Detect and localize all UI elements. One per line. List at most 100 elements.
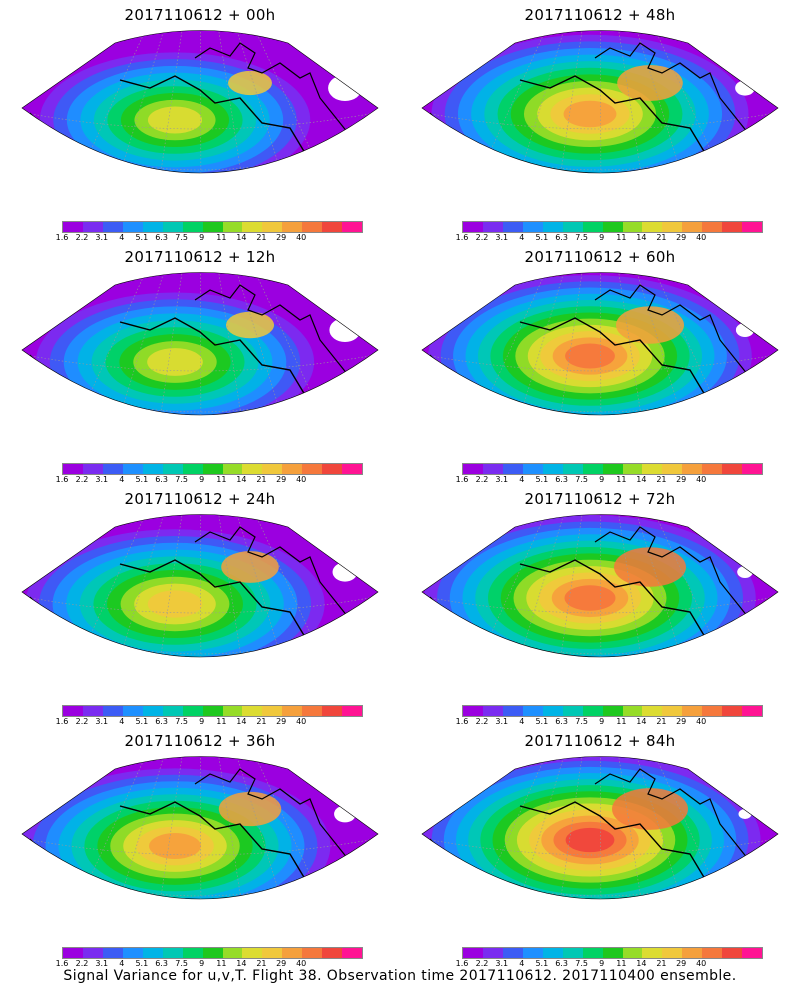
forecast-map-00h [21,30,379,174]
colorbar [462,705,763,717]
colorbar-swatch [582,222,603,232]
colorbar-tick-label: 7.5 [175,959,188,968]
colorbar-swatch [562,464,583,474]
colorbar-swatch [463,464,483,474]
colorbar-labels: 1.6 2.2 3.1 4 5.1 6.3 7.5 9 11 14 21 29 40 [56,717,366,727]
colorbar-tick-label: 11 [216,959,227,968]
colorbar-tick-label: 14 [236,233,247,242]
colorbar-swatch [162,706,183,716]
colorbar-swatch [102,464,123,474]
forecast-map-24h [21,514,379,658]
colorbar-swatch [222,464,243,474]
forecast-map-36h [21,756,379,900]
colorbar-tick-label: 21 [656,717,667,726]
colorbar-swatch [522,948,543,958]
forecast-map-48h [421,30,779,174]
colorbar-tick-label: 5.1 [535,233,549,242]
panel-12h: 2017110612 + 12h 1.6 2.2 3.1 4 5.1 6.3 7.5 9 11 14… [0,242,400,484]
colorbar-swatch [262,948,283,958]
colorbar-tick-label: 6.3 [155,717,168,726]
colorbar-swatch [602,706,623,716]
colorbar-swatch [722,464,743,474]
colorbar-swatch [182,706,203,716]
figure-caption: Signal Variance for u,v,T. Flight 38. Ob… [63,968,737,984]
colorbar-swatch [482,948,503,958]
panel-title: 2017110612 + 72h [524,490,676,508]
colorbar-swatch [502,222,523,232]
colorbar-tick-label: 7.5 [175,717,188,726]
colorbar-tick-label: 2.2 [475,717,489,726]
colorbar-tick-label: 4 [519,233,525,242]
colorbar-swatch [142,706,163,716]
colorbar-tick-label: 5.1 [535,475,549,484]
colorbar-swatch [242,222,263,232]
colorbar-swatch [702,464,723,474]
colorbar-swatch [182,464,203,474]
colorbar-tick-label: 5.1 [135,233,149,242]
colorbar-swatch [142,948,163,958]
panel-84h: 2017110612 + 84h 1.6 2.2 3.1 4 5.1 6.3 7.5 9 11 14… [400,726,800,968]
colorbar-tick-label: 3.1 [95,475,109,484]
colorbar-tick-label: 7.5 [175,233,188,242]
colorbar-tick-label: 1.6 [455,959,469,968]
colorbar-tick-label: 7.5 [575,475,588,484]
panel-48h: 2017110612 + 48h 1.6 2.2 3.1 4 5.1 6.3 7.5 9 11 14… [400,0,800,242]
colorbar-tick-label: 14 [236,959,247,968]
colorbar-tick-label: 9 [599,475,605,484]
colorbar-swatch [142,222,163,232]
colorbar-tick-label: 6.3 [555,959,568,968]
colorbar-tick-label: 6.3 [155,959,168,968]
colorbar-swatch [562,222,583,232]
colorbar-swatch [342,706,363,716]
colorbar-tick-label: 5.1 [135,475,149,484]
colorbar-swatch [322,706,343,716]
colorbar [462,221,763,233]
colorbar-swatch [502,948,523,958]
colorbar-swatch [582,706,603,716]
colorbar-swatch [182,222,203,232]
colorbar-swatch [542,222,563,232]
colorbar-tick-label: 40 [296,959,307,968]
colorbar-swatch [122,706,143,716]
colorbar-tick-label: 40 [696,233,707,242]
colorbar-swatch [562,706,583,716]
colorbar-tick-label: 29 [676,717,687,726]
colorbar-swatch [82,222,103,232]
colorbar-tick-label: 3.1 [95,959,109,968]
colorbar-swatch [662,222,683,232]
colorbar-tick-label: 4 [519,959,525,968]
colorbar-tick-label: 4 [119,233,125,242]
colorbar-tick-label: 9 [199,475,205,484]
colorbar-swatch [702,222,723,232]
colorbar-swatch [122,464,143,474]
panel-36h: 2017110612 + 36h 1.6 2.2 3.1 4 5.1 6.3 7.5 9 11 14… [0,726,400,968]
colorbar-tick-label: 3.1 [495,717,509,726]
colorbar-tick-label: 5.1 [535,717,549,726]
colorbar-tick-label: 40 [296,717,307,726]
colorbar-tick-label: 4 [119,959,125,968]
colorbar-tick-label: 9 [199,959,205,968]
colorbar-tick-label: 3.1 [495,959,509,968]
colorbar-swatch [482,222,503,232]
colorbar [62,463,363,475]
colorbar-tick-label: 40 [296,233,307,242]
colorbar-tick-label: 14 [636,233,647,242]
panel-60h: 2017110612 + 60h 1.6 2.2 3.1 4 5.1 6.3 7.5 9 11 14… [400,242,800,484]
colorbar-swatch [702,706,723,716]
colorbar-tick-label: 4 [119,717,125,726]
colorbar-swatch [63,948,83,958]
colorbar-swatch [222,948,243,958]
colorbar-swatch [722,222,743,232]
colorbar-tick-label: 11 [216,717,227,726]
colorbar-swatch [202,222,223,232]
colorbar-swatch [202,706,223,716]
colorbar-tick-label: 14 [236,717,247,726]
colorbar-swatch [63,706,83,716]
colorbar-swatch [202,948,223,958]
colorbar-swatch [742,948,763,958]
colorbar-tick-label: 29 [676,959,687,968]
colorbar-swatch [262,222,283,232]
colorbar-tick-label: 21 [656,233,667,242]
colorbar-swatch [622,948,643,958]
colorbar-swatch [202,464,223,474]
